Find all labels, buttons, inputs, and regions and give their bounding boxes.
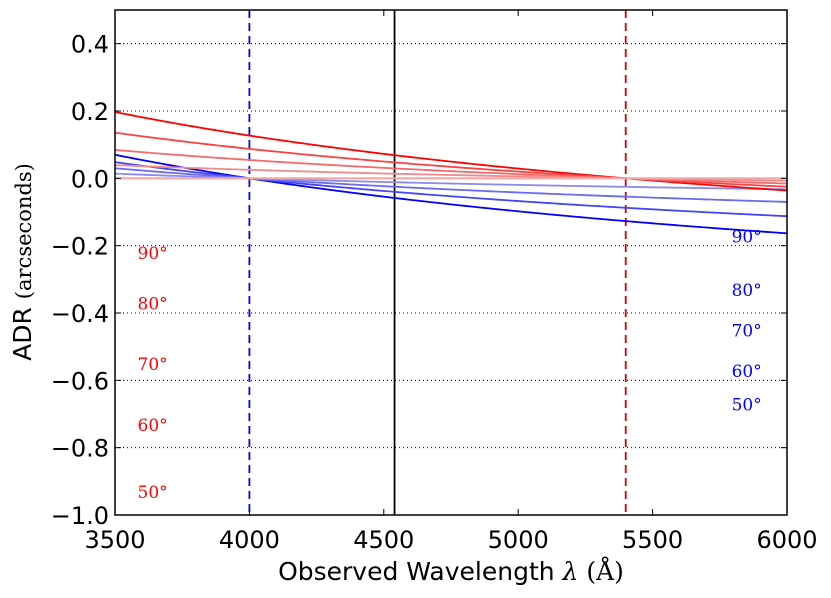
x-axis-label-main: Observed Wavelength (278, 557, 555, 586)
y-axis-ticks: 0.4 0.2 0.0 −0.2 −0.4 −0.6 −0.8 −1.0 (51, 31, 787, 530)
series-line-blue-60- (114, 161, 788, 218)
series-label: 70° (732, 322, 762, 342)
y-tick-label: −0.6 (51, 367, 109, 395)
grid-lines (115, 43, 787, 516)
y-tick-label: 0.2 (71, 98, 109, 126)
series-line-red-70- (114, 149, 788, 185)
y-tick-label: −0.2 (51, 233, 109, 261)
x-tick-label: 5000 (488, 526, 549, 554)
x-axis-label-symbol: λ (562, 557, 579, 586)
x-tick-label: 4000 (219, 526, 280, 554)
series-label: 50° (732, 396, 762, 416)
series-label: 80° (138, 295, 168, 315)
series-label: 80° (732, 281, 762, 301)
series-label: 60° (732, 362, 762, 382)
series-label: 70° (138, 355, 168, 375)
series-line-blue-50- (114, 153, 788, 235)
series-label: 90° (732, 227, 762, 247)
series-label: 50° (138, 483, 168, 503)
series-label: 60° (138, 416, 168, 436)
x-tick-label: 4500 (353, 526, 414, 554)
y-axis-label-main: ADR (8, 307, 37, 361)
y-axis-label: ADR (arcseconds) (8, 163, 37, 361)
series-labels: 50° 60° 70° 80° 90° 50° 60° 70° 80° 90° (138, 227, 762, 503)
y-tick-label: −1.0 (51, 502, 109, 530)
y-axis-label-unit: (arcseconds) (12, 163, 36, 299)
series-line-red-60- (114, 131, 788, 188)
x-axis-label: Observed Wavelength λ (Å) (278, 556, 624, 586)
x-tick-label: 6000 (756, 526, 817, 554)
series-line-red-50- (114, 111, 788, 192)
y-tick-label: −0.8 (51, 435, 109, 463)
x-axis-label-unit: (Å) (586, 556, 624, 586)
x-tick-label: 5500 (622, 526, 683, 554)
x-axis-ticks: 3500 4000 4500 5000 5500 6000 (84, 10, 818, 554)
y-tick-label: 0.0 (71, 165, 109, 193)
vertical-reference-lines (248, 10, 627, 515)
x-tick-label: 3500 (84, 526, 145, 554)
plot-frame (114, 9, 788, 516)
series-lines (114, 111, 788, 235)
y-tick-label: −0.4 (51, 300, 109, 328)
y-tick-label: 0.4 (71, 31, 109, 59)
series-label: 90° (138, 244, 168, 264)
